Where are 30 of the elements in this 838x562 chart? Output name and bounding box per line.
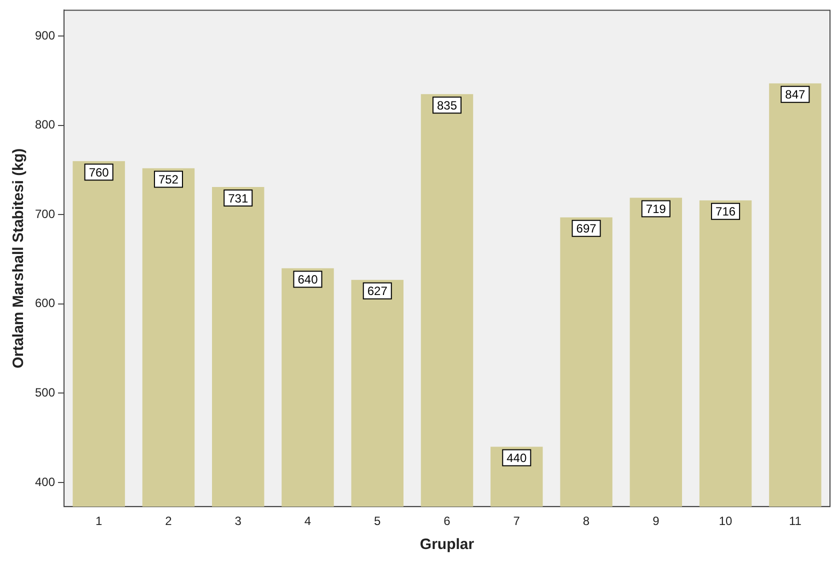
x-tick-label: 5	[374, 514, 382, 528]
y-tick-label: 900	[34, 28, 56, 42]
data-label: 835	[436, 98, 458, 112]
y-tick-label: 700	[34, 206, 56, 221]
data-label: 697	[576, 222, 597, 236]
data-label: 640	[298, 272, 318, 287]
y-tick-label: 600	[34, 296, 56, 310]
data-label: 719	[646, 202, 666, 216]
y-axis-title: Ortalam Marshall Stabitesi (kg)	[10, 148, 28, 368]
y-tick-label: 500	[34, 386, 56, 400]
x-tick-label: 2	[165, 514, 172, 528]
data-label: 847	[785, 88, 806, 102]
data-label: 440	[506, 451, 527, 466]
data-label: 731	[228, 191, 248, 206]
x-tick-label: 3	[234, 514, 242, 528]
x-tick-label: 6	[444, 514, 451, 528]
data-label: 760	[88, 165, 110, 180]
x-tick-label: 4	[304, 514, 312, 528]
data-label: 627	[367, 284, 388, 298]
x-tick-label: 11	[788, 514, 802, 528]
x-tick-label: 1	[95, 514, 102, 528]
y-tick-label: 800	[34, 118, 56, 132]
x-tick-label: 9	[652, 514, 660, 528]
x-tick-label: 10	[718, 514, 733, 528]
data-label: 752	[158, 172, 179, 187]
data-label: 716	[716, 204, 736, 219]
x-axis-title: Gruplar	[420, 536, 474, 554]
y-tick-label: 400	[34, 474, 56, 489]
x-tick-label: 7	[513, 514, 520, 528]
x-tick-label: 8	[582, 514, 590, 528]
